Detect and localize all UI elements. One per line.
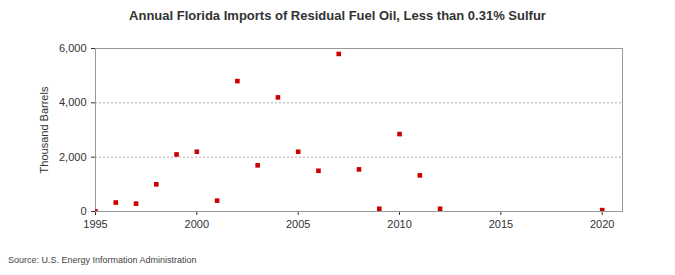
svg-text:1995: 1995	[83, 218, 107, 230]
svg-text:2015: 2015	[489, 218, 513, 230]
svg-text:2,000: 2,000	[59, 151, 87, 163]
svg-text:0: 0	[80, 205, 86, 217]
svg-text:2020: 2020	[590, 218, 614, 230]
html-text:Annual Florida Imports of Resi: Annual Florida Imports of Residual Fuel …	[129, 8, 546, 23]
svg-text:Thousand Barrels: Thousand Barrels	[38, 86, 50, 173]
svg-text:4,000: 4,000	[59, 96, 87, 108]
svg-text:2005: 2005	[286, 218, 310, 230]
svg-text:2000: 2000	[185, 218, 209, 230]
svg-text:6,000: 6,000	[59, 42, 87, 54]
html-text:Source: U.S. Energy Informatio: Source: U.S. Energy Information Administ…	[8, 255, 197, 265]
svg-text:2010: 2010	[387, 218, 411, 230]
